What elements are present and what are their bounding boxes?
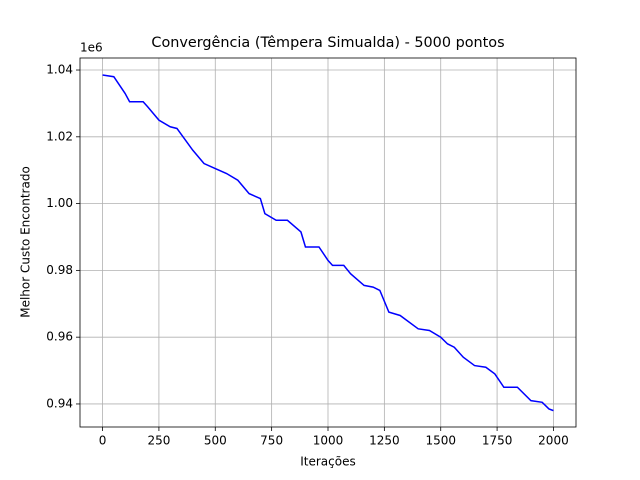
x-tick-label: 0: [99, 434, 107, 448]
line: [102, 74, 554, 412]
x-tick-label: 750: [260, 434, 283, 448]
y-offset-label: 1e6: [80, 41, 103, 55]
y-tick-label: 1.00: [46, 196, 73, 210]
y-tick-label: 0.96: [46, 330, 73, 344]
y-tick-label: 1.04: [46, 63, 73, 77]
y-tick-label: 1.02: [46, 129, 73, 143]
x-tick-label: 1250: [369, 434, 400, 448]
x-tick-label: 250: [147, 434, 170, 448]
x-axis-label: Iterações: [300, 455, 356, 469]
x-tick-label: 1000: [313, 434, 344, 448]
y-tick-label: 0.94: [46, 396, 73, 410]
y-axis-label: Melhor Custo Encontrado: [19, 166, 33, 318]
x-tick-label: 1500: [425, 434, 456, 448]
x-tick-label: 500: [204, 434, 227, 448]
x-tick-label: 2000: [538, 434, 569, 448]
y-tick-label: 0.98: [46, 263, 73, 277]
grid: [80, 58, 576, 427]
plot: [102, 74, 554, 412]
chart-title: Convergência (Têmpera Simualda) - 5000 p…: [151, 35, 504, 51]
x-tick-label: 1750: [482, 434, 513, 448]
